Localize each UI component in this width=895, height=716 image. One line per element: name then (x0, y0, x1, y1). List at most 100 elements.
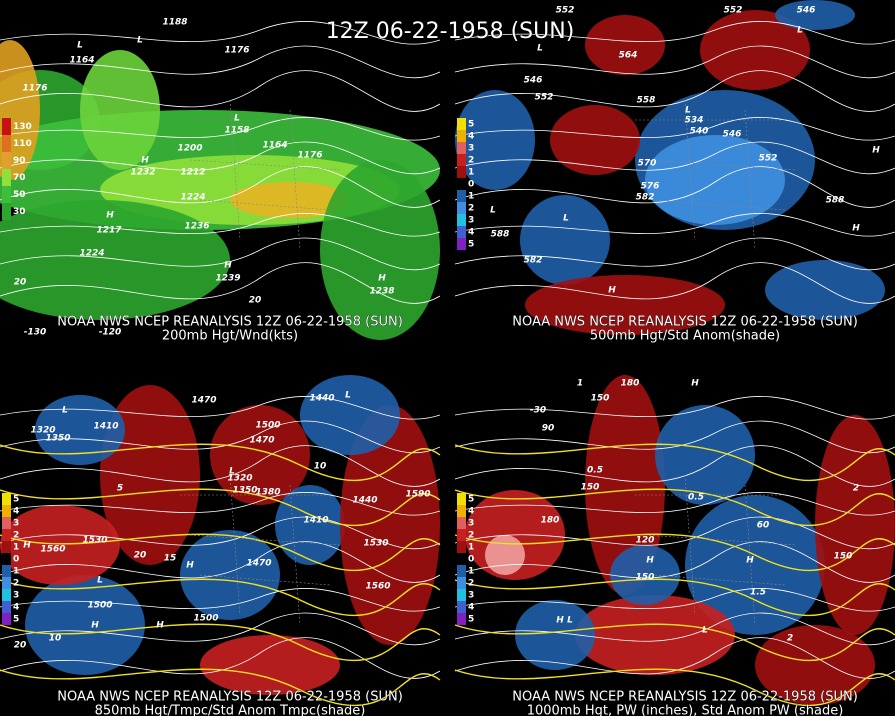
contour-label: 1176 (224, 46, 249, 56)
anomaly-shade (655, 405, 755, 505)
contour-label: 552 (724, 6, 743, 16)
legend-swatch (2, 169, 11, 186)
height-contour (454, 445, 895, 487)
legend-label: 1 (468, 567, 474, 577)
legend-swatch (457, 226, 466, 238)
legend-label: 4 (468, 603, 474, 613)
anomaly-shade (340, 405, 440, 645)
legend-label: 1 (468, 168, 474, 178)
contour-label: L (229, 467, 235, 477)
legend-label: 1 (468, 543, 474, 553)
legend-swatch (457, 589, 466, 601)
legend-label: 130 (13, 122, 32, 132)
anomaly-shade (520, 195, 610, 285)
contour-label: 0.5 (688, 493, 704, 503)
legend-label: 4 (468, 132, 474, 142)
contour-label: 5 (117, 484, 123, 494)
legend-swatch (457, 142, 466, 154)
legend-swatch (457, 118, 466, 130)
contour-label: L (234, 114, 240, 124)
legend-swatch (2, 589, 11, 601)
anomaly-shade (700, 10, 810, 90)
contour-label: L (685, 106, 691, 116)
contour-label: 1380 (255, 488, 280, 498)
temperature-contour (454, 488, 895, 527)
height-contour (0, 445, 441, 487)
legend-swatch (2, 601, 11, 613)
legend-label: 70 (13, 173, 26, 183)
legend-swatch (457, 565, 466, 577)
contour-label: L (345, 391, 351, 401)
legend-swatch (2, 565, 11, 577)
contour-label: 20 (134, 551, 147, 561)
height-contour (454, 588, 895, 612)
contour-label: 534 (685, 116, 704, 126)
height-contour (0, 45, 441, 79)
height-contour (454, 21, 895, 45)
anomaly-shade (0, 505, 120, 585)
contour-label: 1164 (69, 56, 94, 66)
legend-swatch (457, 493, 466, 505)
contour-label: 15 (164, 554, 177, 564)
height-contour (454, 637, 895, 679)
height-contour (454, 541, 895, 583)
legend-swatch (457, 529, 466, 541)
legend-label: 3 (468, 144, 474, 154)
legend-swatch (2, 135, 11, 152)
legend-label: 3 (468, 591, 474, 601)
legend-swatch (457, 166, 466, 178)
contour-label: 1217 (96, 226, 122, 236)
height-contour (454, 492, 895, 516)
legend-swatch (2, 541, 11, 553)
anomaly-shade (610, 545, 680, 605)
contour-label: 1 (577, 379, 583, 389)
anomaly-shade (485, 535, 525, 575)
anomaly-shade (815, 415, 895, 635)
contour-label: 1530 (363, 539, 388, 549)
contour-label: 1500 (255, 421, 280, 431)
contour-label: 0.5 (587, 466, 603, 476)
anomaly-shade (685, 495, 825, 635)
anomaly-shade (300, 375, 400, 455)
contour-label: L (567, 616, 573, 626)
anomaly-shade (180, 530, 280, 620)
contour-label: 1238 (369, 287, 394, 297)
contour-label: 546 (797, 6, 816, 16)
contour-label: 1200 (177, 144, 202, 154)
contour-label: 20 (14, 641, 27, 651)
legend-label: 5 (468, 615, 474, 625)
height-contour (0, 396, 441, 420)
legend-label: 4 (468, 507, 474, 517)
legend-swatch (457, 505, 466, 517)
height-contour (0, 141, 441, 175)
legend-swatch (2, 553, 11, 565)
contour-label: H (91, 621, 99, 631)
height-contour (0, 588, 441, 612)
height-contour (454, 70, 895, 112)
contour-label: L (77, 41, 83, 51)
legend-swatch (2, 493, 11, 505)
panel: 1320135014101470150014701440138013501320… (0, 375, 441, 716)
legend-swatch (457, 577, 466, 589)
legend-label: 5 (468, 495, 474, 505)
contour-label: 552 (556, 6, 575, 16)
contour-label: H (156, 621, 164, 631)
anomaly-shade (755, 625, 875, 705)
anomaly-shade (0, 200, 230, 320)
contour-label: 1440 (309, 394, 334, 404)
height-contour (0, 637, 441, 679)
anomaly-shade (645, 135, 785, 225)
legend-label: 2 (468, 156, 474, 166)
legend-swatch (457, 613, 466, 625)
legend-swatch (2, 517, 11, 529)
legend-label: 5 (468, 240, 474, 250)
anomaly-shade (455, 90, 535, 190)
contour-label: 552 (535, 93, 554, 103)
temperature-contour (0, 443, 441, 482)
anomaly-shade (515, 600, 595, 670)
legend-swatch (2, 577, 11, 589)
contour-label: H (378, 274, 386, 284)
legend-label: 4 (13, 507, 19, 517)
